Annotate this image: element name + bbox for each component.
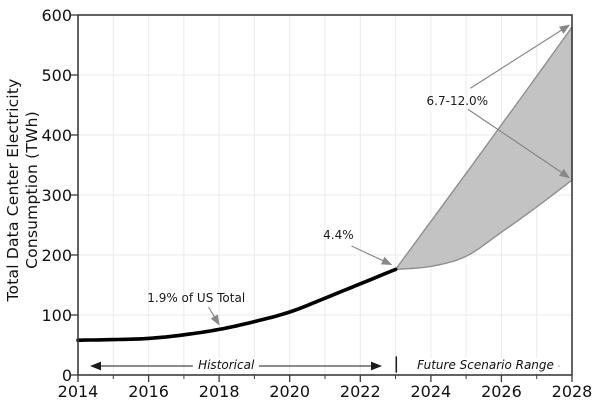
- x-tick-label-2014: 2014: [57, 382, 99, 401]
- annotation-6-7-12-0-percent: 6.7-12.0%: [426, 93, 489, 108]
- y-tick-label-300: 300: [41, 185, 72, 205]
- x-tick-label-2020: 2020: [269, 382, 311, 401]
- x-tick-label-2024: 2024: [410, 382, 452, 401]
- annotation-future-scenario-range-label: Future Scenario Range: [412, 357, 559, 372]
- x-tick-label-2026: 2026: [481, 382, 522, 401]
- x-tick-label-2016: 2016: [128, 382, 169, 401]
- y-tick-label-0: 0: [61, 365, 72, 385]
- annotation-1-9-percent-of-us-total: 1.9% of US Total: [147, 290, 246, 305]
- y-tick-label-500: 500: [41, 65, 72, 85]
- y-tick-label-200: 200: [41, 245, 72, 265]
- x-tick-label-2018: 2018: [198, 382, 240, 401]
- annotation-4-4-percent: 4.4%: [323, 228, 354, 243]
- x-tick-label-2022: 2022: [339, 382, 381, 401]
- annotation-historical-range-label: Historical: [193, 357, 260, 372]
- y-tick-label-100: 100: [41, 305, 72, 325]
- y-tick-label-400: 400: [41, 125, 72, 145]
- x-tick-label-2028: 2028: [551, 382, 593, 401]
- y-tick-label-600: 600: [41, 5, 72, 25]
